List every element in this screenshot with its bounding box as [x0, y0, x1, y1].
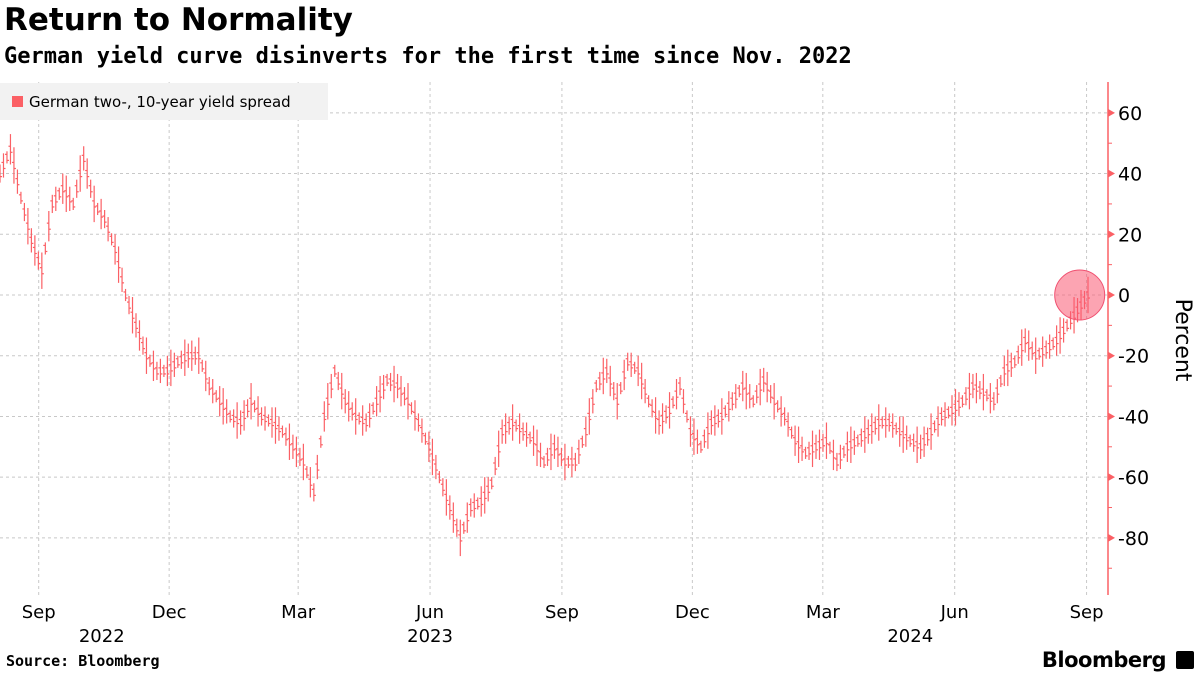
- y-tick-label: 20: [1118, 224, 1142, 246]
- x-tick-label: Mar: [281, 602, 316, 623]
- y-tick-marker: [1108, 533, 1115, 542]
- x-year-label: 2023: [407, 626, 453, 647]
- y-axis-label: Percent: [1170, 299, 1195, 382]
- x-tick-label: Jun: [415, 602, 444, 623]
- legend: German two-, 10-year yield spread: [0, 83, 328, 120]
- y-tick-marker: [1108, 412, 1115, 421]
- y-tick-marker: [1108, 351, 1115, 360]
- x-tick-label: Sep: [545, 602, 579, 623]
- y-tick-marker: [1108, 108, 1115, 117]
- x-tick-label: Mar: [806, 602, 841, 623]
- legend-label: German two-, 10-year yield spread: [29, 92, 291, 111]
- bloomberg-logo-icon: [1176, 651, 1194, 669]
- y-tick-label: -60: [1118, 467, 1149, 489]
- chart-subtitle: German yield curve disinverts for the fi…: [4, 44, 852, 69]
- highlight-circle: [1054, 269, 1106, 321]
- y-tick-label: 60: [1118, 103, 1142, 125]
- x-tick-label: Dec: [152, 602, 187, 623]
- x-year-label: 2024: [887, 626, 933, 647]
- y-tick-label: -80: [1118, 528, 1149, 550]
- series-bars: [0, 134, 1090, 557]
- y-tick-label: -40: [1118, 406, 1149, 428]
- y-tick-label: 0: [1118, 285, 1130, 307]
- x-year-label: 2022: [79, 626, 125, 647]
- source-note: Source: Bloomberg: [6, 652, 160, 670]
- x-tick-label: Sep: [22, 602, 56, 623]
- x-tick-label: Dec: [675, 602, 710, 623]
- x-tick-label: Jun: [940, 602, 969, 623]
- y-tick-marker: [1108, 230, 1115, 239]
- legend-swatch: [12, 96, 23, 107]
- y-tick-marker: [1108, 473, 1115, 482]
- y-tick-label: -20: [1118, 346, 1149, 368]
- y-tick-label: 40: [1118, 164, 1142, 186]
- y-tick-marker: [1108, 169, 1115, 178]
- chart-title: Return to Normality: [4, 2, 353, 38]
- y-tick-marker: [1108, 291, 1115, 299]
- bloomberg-logo: Bloomberg: [1041, 648, 1167, 672]
- x-tick-label: Sep: [1070, 602, 1104, 623]
